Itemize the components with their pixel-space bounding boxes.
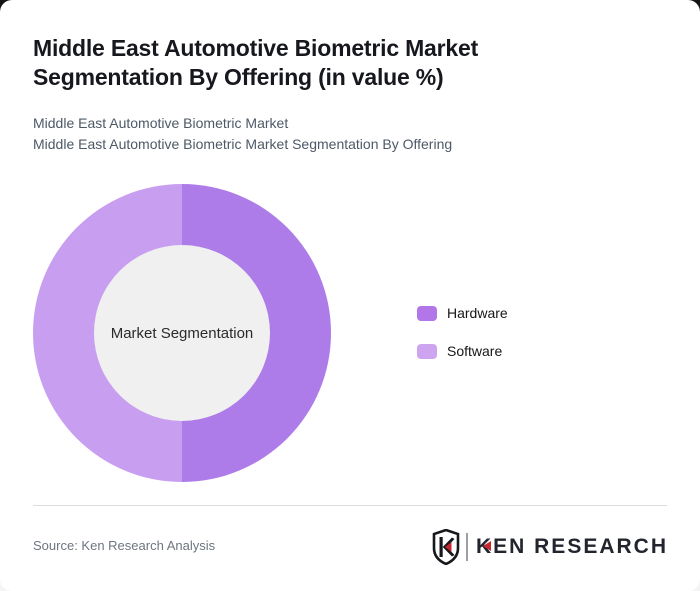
- ken-research-logo: KEN RESEARCH: [432, 528, 668, 566]
- logo-k-red-triangle-icon: [482, 541, 491, 551]
- donut-center: Market Segmentation: [94, 245, 270, 421]
- donut-center-label: Market Segmentation: [110, 324, 254, 342]
- donut-chart[interactable]: Market Segmentation: [33, 184, 331, 482]
- legend-item-software[interactable]: Software: [417, 343, 508, 359]
- hardware-swatch-icon: [417, 305, 437, 321]
- software-swatch-icon: [417, 343, 437, 359]
- footer-divider: [33, 505, 667, 506]
- legend-item-hardware[interactable]: Hardware: [417, 305, 508, 321]
- subtitle-line-2: Middle East Automotive Biometric Market …: [33, 136, 453, 152]
- ken-research-shield-icon: [432, 529, 460, 565]
- legend-label-software: Software: [447, 343, 503, 359]
- chart-legend: Hardware Software: [417, 305, 508, 381]
- page-title: Middle East Automotive Biometric Market …: [33, 35, 479, 90]
- chart-subtitles: Middle East Automotive Biometric Market …: [33, 113, 452, 155]
- source-text: Source: Ken Research Analysis: [33, 538, 216, 553]
- subtitle-line-1: Middle East Automotive Biometric Market: [33, 115, 289, 131]
- logo-divider: [465, 533, 468, 561]
- logo-brand-text: KEN RESEARCH: [475, 535, 668, 558]
- legend-label-hardware: Hardware: [447, 305, 508, 321]
